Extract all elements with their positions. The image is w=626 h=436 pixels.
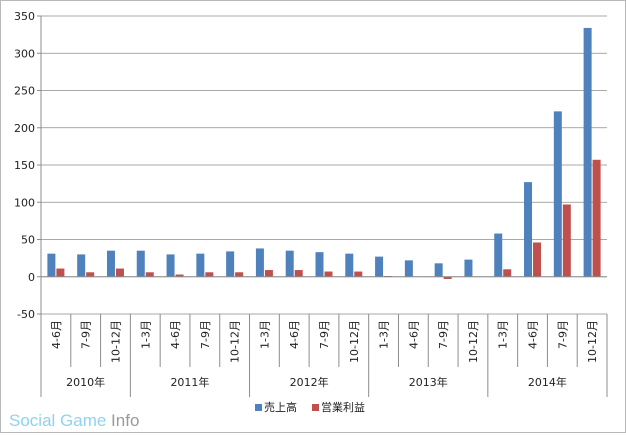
x-tick-label: 10-12月: [586, 320, 599, 363]
bar-profit: [235, 272, 244, 277]
year-label: 2011年: [170, 375, 209, 389]
bar-sales: [404, 260, 413, 277]
x-tick-label: 1-3月: [497, 320, 510, 349]
x-tick-label: 7-9月: [437, 320, 450, 349]
x-tick-label: 7-9月: [556, 320, 569, 349]
x-tick-label: 1-3月: [378, 320, 391, 349]
x-tick-label: 1-3月: [139, 320, 152, 349]
bar-sales: [375, 256, 384, 277]
x-tick-label: 4-6月: [527, 320, 540, 349]
legend-label: 営業利益: [321, 400, 365, 414]
bar-profit: [592, 159, 601, 277]
bars: [47, 27, 601, 279]
bar-sales: [136, 250, 145, 277]
bar-sales: [524, 182, 533, 277]
y-tick-label: 250: [14, 85, 35, 98]
x-tick-label: 4-6月: [169, 320, 182, 349]
bar-profit: [86, 272, 95, 277]
bar-sales: [285, 250, 294, 277]
y-tick-label: 300: [14, 47, 35, 60]
y-tick-label: -50: [17, 308, 35, 321]
bar-profit: [562, 204, 571, 277]
legend-swatch: [312, 404, 319, 411]
bar-profit: [533, 242, 542, 277]
bar-sales: [255, 248, 264, 277]
bar-profit: [175, 274, 184, 277]
bar-sales: [106, 250, 115, 277]
x-tick-label: 4-6月: [407, 320, 420, 349]
x-tick-label: 10-12月: [109, 320, 122, 363]
y-tick-label: 0: [28, 271, 35, 284]
bar-profit: [205, 272, 214, 277]
bar-profit: [115, 268, 124, 277]
grid-lines: [41, 15, 607, 315]
bar-sales: [77, 254, 86, 277]
year-label: 2013年: [409, 375, 448, 389]
year-label: 2012年: [290, 375, 329, 389]
bar-sales: [583, 27, 592, 277]
y-tick-label: 200: [14, 122, 35, 135]
bar-sales: [345, 253, 354, 277]
bar-profit: [354, 271, 363, 277]
x-tick-label: 10-12月: [229, 320, 242, 363]
x-tick-label: 4-6月: [288, 320, 301, 349]
bar-profit: [324, 271, 333, 277]
x-tick-label: 7-9月: [80, 320, 93, 349]
bar-profit: [145, 272, 154, 277]
y-tick-label: 350: [14, 10, 35, 23]
bar-sales: [166, 254, 175, 277]
bar-sales: [434, 263, 443, 277]
year-label: 2014年: [528, 375, 567, 389]
bar-profit: [264, 270, 273, 277]
bar-sales: [226, 251, 235, 277]
watermark-text-2: Info: [111, 411, 140, 430]
bar-profit: [503, 269, 512, 277]
legend: 売上高 営業利益: [255, 400, 365, 414]
bar-sales: [464, 259, 473, 277]
watermark-logo: Social Game Info: [9, 411, 139, 431]
bar-sales: [196, 253, 205, 277]
bar-sales: [553, 111, 562, 277]
axes: [37, 15, 608, 397]
legend-swatch: [255, 404, 262, 411]
x-tick-label: 4-6月: [50, 320, 63, 349]
x-tick-label: 7-9月: [199, 320, 212, 349]
legend-label: 売上高: [264, 400, 297, 414]
x-category-axis: 4-6月 7-9月 10-12月 1-3月 4-6月 7-9月 10-12月 1-3月 4-6月…: [50, 320, 599, 389]
y-tick-labels: -50 0 50 100 150 200 250 300 350: [14, 10, 35, 321]
year-label: 2010年: [66, 375, 105, 389]
y-tick-label: 100: [14, 196, 35, 209]
bar-sales: [315, 252, 324, 277]
bar-sales: [47, 253, 56, 277]
watermark-text-1: Social Game: [9, 411, 112, 430]
x-tick-label: 10-12月: [467, 320, 480, 363]
bar-profit: [443, 276, 452, 279]
x-tick-label: 1-3月: [258, 320, 271, 349]
bar-profit: [294, 270, 303, 277]
bar-sales: [494, 233, 503, 277]
y-tick-label: 150: [14, 159, 35, 172]
y-tick-label: 50: [21, 234, 35, 247]
x-tick-label: 7-9月: [318, 320, 331, 349]
x-tick-label: 10-12月: [348, 320, 361, 363]
bar-profit: [56, 268, 65, 277]
